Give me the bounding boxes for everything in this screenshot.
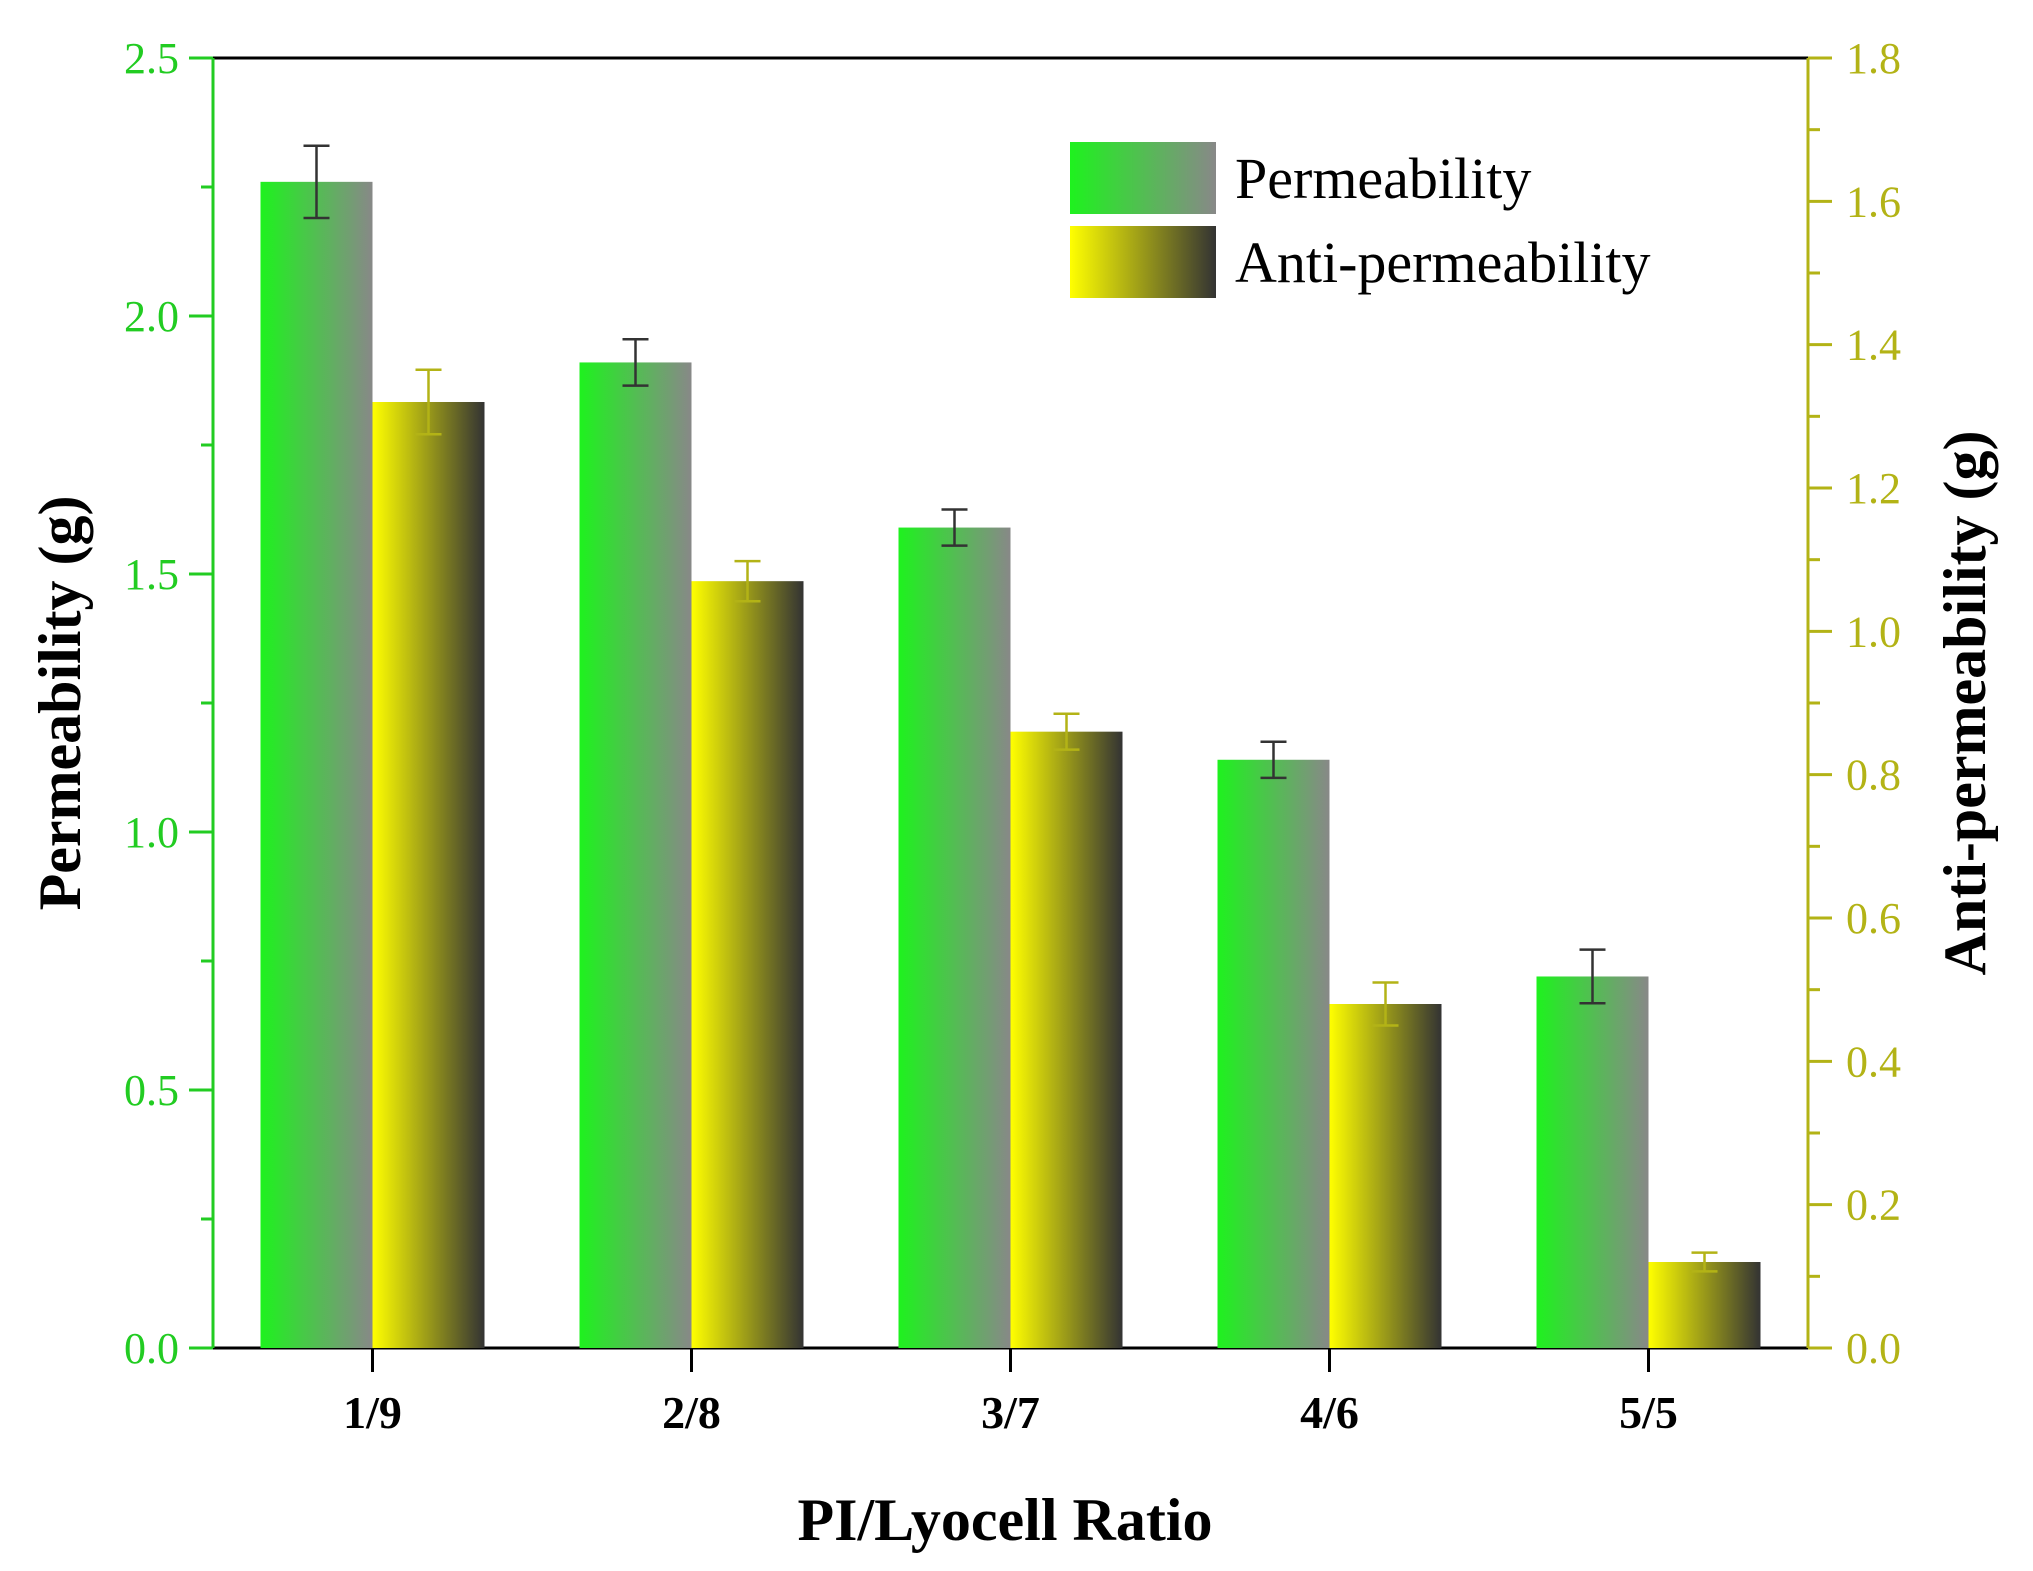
error-bar-permeability-1-9 — [303, 144, 330, 220]
left-tick-label: 1.5 — [124, 550, 179, 599]
error-bar-permeability-2-8 — [622, 337, 649, 387]
x-axis-title: PI/Lyocell Ratio — [798, 1487, 1213, 1553]
left-tick-label: 0.5 — [124, 1066, 179, 1115]
left-tick-label: 2.5 — [124, 34, 179, 83]
left-tick-label: 0.0 — [124, 1324, 179, 1373]
error-bar-permeability-3-7 — [941, 508, 968, 547]
left-tick-label: 1.0 — [124, 808, 179, 857]
error-bar-anti-permeability-1-9 — [415, 368, 442, 436]
error-bar-permeability-5-5 — [1579, 948, 1606, 1005]
error-bar-anti-permeability-4-6 — [1372, 981, 1399, 1027]
legend: Permeability Anti-permeability — [1070, 142, 1651, 298]
bar-anti-permeability-3-7 — [1010, 731, 1123, 1348]
bar-permeability-2-8 — [579, 362, 692, 1348]
bar-anti-permeability-4-6 — [1329, 1004, 1442, 1348]
left-tick-label: 2.0 — [124, 292, 179, 341]
error-bar-anti-permeability-2-8 — [734, 559, 761, 603]
x-axis-ticks: 1/9 2/8 3/7 4/6 5/5 — [343, 1348, 1678, 1438]
legend-swatch-anti-permeability — [1070, 226, 1216, 298]
left-y-axis-ticks: 0.0 0.5 1.0 1.5 2.0 2.5 — [124, 34, 213, 1373]
right-tick-label: 0.0 — [1846, 1324, 1901, 1373]
right-tick-label: 1.4 — [1846, 321, 1901, 370]
x-tick-label: 4/6 — [1300, 1387, 1359, 1438]
right-tick-label: 0.8 — [1846, 751, 1901, 800]
x-tick-label: 5/5 — [1619, 1387, 1678, 1438]
x-tick-label: 2/8 — [662, 1387, 721, 1438]
left-y-axis-title: Permeability (g) — [27, 496, 93, 911]
right-y-axis-ticks: 0.0 0.2 0.4 0.6 0.8 1.0 1.2 1.4 1.6 1.8 — [1808, 34, 1901, 1373]
right-tick-label: 1.8 — [1846, 34, 1901, 83]
bar-anti-permeability-2-8 — [691, 581, 804, 1348]
right-tick-label: 0.4 — [1846, 1037, 1901, 1086]
bar-permeability-5-5 — [1536, 976, 1649, 1348]
bars-layer — [260, 144, 1761, 1349]
legend-label-permeability: Permeability — [1235, 146, 1531, 211]
x-tick-label: 1/9 — [343, 1387, 402, 1438]
right-tick-label: 0.2 — [1846, 1181, 1901, 1230]
legend-swatch-permeability — [1070, 142, 1216, 214]
legend-label-anti-permeability: Anti-permeability — [1235, 230, 1651, 295]
error-bar-anti-permeability-3-7 — [1053, 712, 1080, 751]
bar-anti-permeability-1-9 — [372, 402, 485, 1348]
right-tick-label: 0.6 — [1846, 894, 1901, 943]
right-tick-label: 1.6 — [1846, 177, 1901, 226]
right-tick-label: 1.0 — [1846, 607, 1901, 656]
right-y-axis-title: Anti-permeability (g) — [1932, 431, 1998, 976]
x-tick-label: 3/7 — [981, 1387, 1040, 1438]
bar-permeability-4-6 — [1217, 759, 1330, 1348]
bar-permeability-3-7 — [898, 527, 1011, 1348]
error-bar-anti-permeability-5-5 — [1691, 1251, 1718, 1273]
bar-permeability-1-9 — [260, 181, 373, 1349]
bar-anti-permeability-5-5 — [1648, 1262, 1761, 1348]
error-bar-permeability-4-6 — [1260, 740, 1287, 780]
right-tick-label: 1.2 — [1846, 464, 1901, 513]
